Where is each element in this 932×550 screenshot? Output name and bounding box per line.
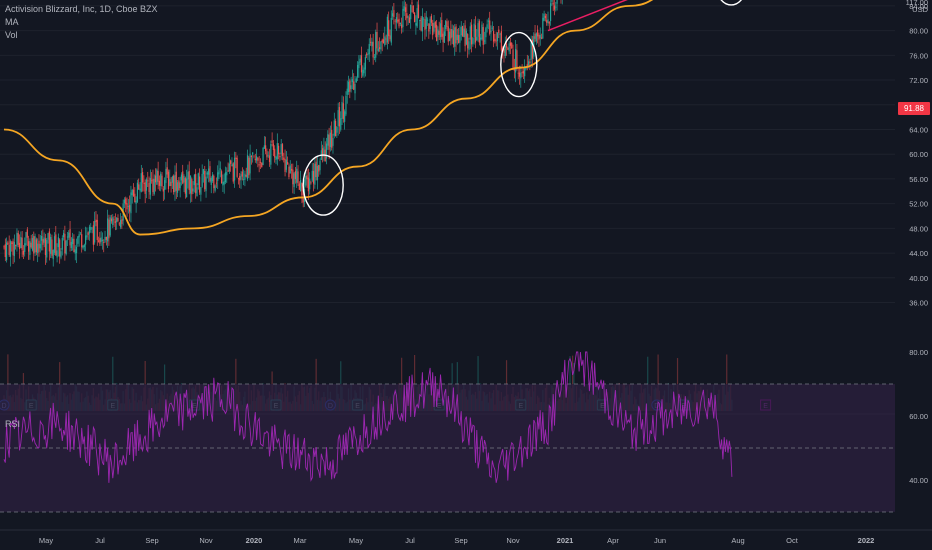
time-tick-label: Nov (199, 536, 213, 545)
price-tick-label: 60.00 (909, 150, 928, 159)
trendline (547, 0, 628, 32)
time-tick-label: Jun (654, 536, 666, 545)
price-tick-label: 64.00 (909, 125, 928, 134)
time-tick-label: Jul (405, 536, 415, 545)
time-tick-label: May (349, 536, 363, 545)
rsi-tick-label: 40.00 (909, 476, 928, 485)
time-tick-label: Aug (731, 536, 744, 545)
highlight-circle-1 (302, 154, 344, 216)
candles (3, 0, 563, 267)
price-tick-label: 36.00 (909, 299, 928, 308)
price-tick-label: 48.00 (909, 224, 928, 233)
price-tick-label: 40.00 (909, 274, 928, 283)
rsi-tick-label: 60.00 (909, 412, 928, 421)
rsi-tick-label: 80.00 (909, 348, 928, 357)
price-tick-label: 84.00 (909, 2, 928, 11)
price-tick-label: 44.00 (909, 249, 928, 258)
price-axis: 117.00USD104.00100.0096.0092.0088.0084.0… (895, 0, 932, 550)
time-tick-label: 2020 (246, 536, 263, 545)
time-tick-label: May (39, 536, 53, 545)
price-tick-label: 52.00 (909, 200, 928, 209)
last-price-badge: 91.88 (898, 102, 930, 115)
time-axis: May Jul Sep Nov 2020 Mar May Jul Sep Nov 2021 Apr Ju… (0, 529, 932, 545)
moving-average-line (3, 0, 654, 236)
time-tick-label: Oct (786, 536, 799, 545)
highlight-circle-2 (500, 31, 538, 98)
time-tick-label: Nov (506, 536, 520, 545)
price-tick-label: USD (912, 5, 928, 14)
time-tick-label: Mar (294, 536, 307, 545)
indicator-ma-label[interactable]: MA (5, 17, 19, 27)
rsi-label[interactable]: RSI (5, 419, 21, 429)
chart-title: Activision Blizzard, Inc, 1D, Cboe BZX (5, 4, 158, 14)
highlight-circle-3 (720, 0, 743, 6)
price-tick-label: 80.00 (909, 27, 928, 36)
highlight-circles (302, 0, 743, 216)
time-tick-label: 2022 (858, 536, 875, 545)
price-tick-label: 117.00 (906, 0, 928, 7)
time-tick-label: Sep (145, 536, 158, 545)
price-tick-label: 76.00 (909, 51, 928, 60)
time-tick-label: 2021 (557, 536, 574, 545)
time-tick-label: Sep (454, 536, 467, 545)
rsi-pane (0, 351, 895, 513)
time-tick-label: Jul (95, 536, 105, 545)
price-tick-label: 72.00 (909, 76, 928, 85)
time-tick-label: Apr (607, 536, 619, 545)
indicator-vol-label[interactable]: Vol (5, 30, 18, 40)
price-tick-label: 56.00 (909, 175, 928, 184)
